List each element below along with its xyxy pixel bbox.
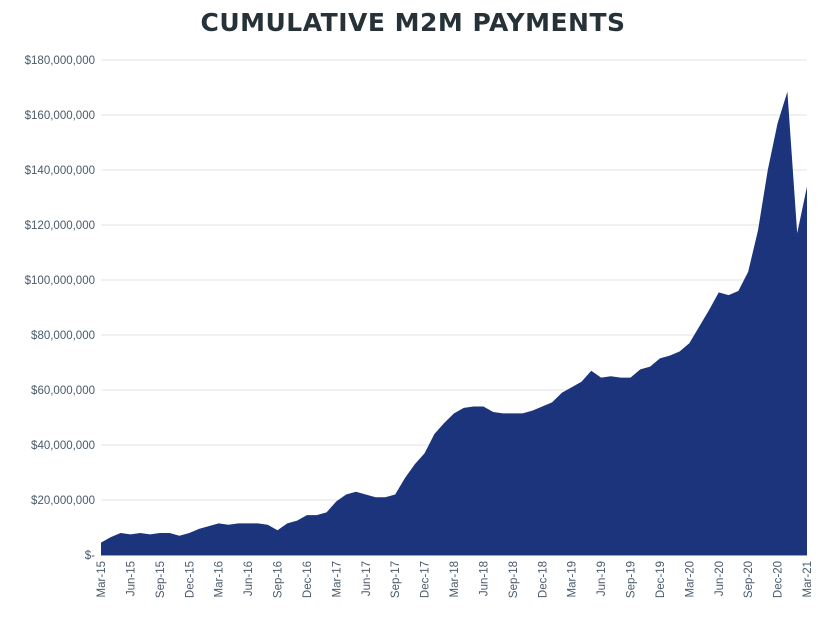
- x-tick-label: Dec-20: [773, 561, 785, 598]
- x-tick-label: Mar-16: [214, 561, 226, 597]
- x-tick-label: Dec-16: [302, 561, 314, 598]
- x-tick-label: Mar-21: [802, 561, 814, 597]
- x-tick-label: Dec-19: [655, 561, 667, 598]
- chart-title: CUMULATIVE M2M PAYMENTS: [200, 8, 626, 37]
- y-tick-label: $140,000,000: [25, 165, 95, 177]
- y-tick-label: $60,000,000: [31, 385, 95, 397]
- x-tick-label: Mar-18: [449, 561, 461, 597]
- x-tick-label: Mar-15: [96, 561, 108, 597]
- series-area-path: [101, 91, 807, 555]
- x-tick-label: Jun-16: [243, 561, 255, 596]
- x-tick-label: Mar-20: [684, 561, 696, 597]
- x-tick-label: Sep-20: [743, 561, 755, 598]
- x-tick-label: Mar-17: [331, 561, 343, 597]
- x-axis-ticks: Mar-15 Jun-15 Sep-15 Dec-15 Mar-16 Jun-16 Sep-…: [96, 561, 814, 598]
- x-tick-label: Sep-15: [155, 561, 167, 598]
- y-tick-label: $40,000,000: [31, 440, 95, 452]
- y-tick-label: $100,000,000: [25, 275, 95, 287]
- x-tick-label: Mar-19: [567, 561, 579, 597]
- y-tick-label: $160,000,000: [25, 110, 95, 122]
- x-tick-label: Sep-16: [273, 561, 285, 598]
- y-tick-label: $-: [85, 550, 95, 562]
- series-area: [101, 91, 807, 555]
- x-tick-label: Sep-17: [390, 561, 402, 598]
- y-tick-label: $120,000,000: [25, 220, 95, 232]
- x-tick-label: Dec-15: [184, 561, 196, 598]
- x-tick-label: Jun-19: [596, 561, 608, 596]
- x-tick-label: Dec-18: [537, 561, 549, 598]
- y-axis-ticks: $- $20,000,000 $40,000,000 $60,000,000 $80,0…: [25, 55, 96, 562]
- x-tick-label: Jun-15: [125, 561, 137, 596]
- x-tick-label: Dec-17: [420, 561, 432, 598]
- y-tick-label: $20,000,000: [31, 495, 95, 507]
- x-tick-label: Jun-18: [478, 561, 490, 596]
- x-tick-label: Sep-19: [626, 561, 638, 598]
- y-tick-label: $80,000,000: [31, 330, 95, 342]
- x-tick-label: Jun-20: [714, 561, 726, 596]
- x-tick-label: Sep-18: [508, 561, 520, 598]
- y-tick-label: $180,000,000: [25, 55, 95, 67]
- x-tick-label: Jun-17: [361, 561, 373, 596]
